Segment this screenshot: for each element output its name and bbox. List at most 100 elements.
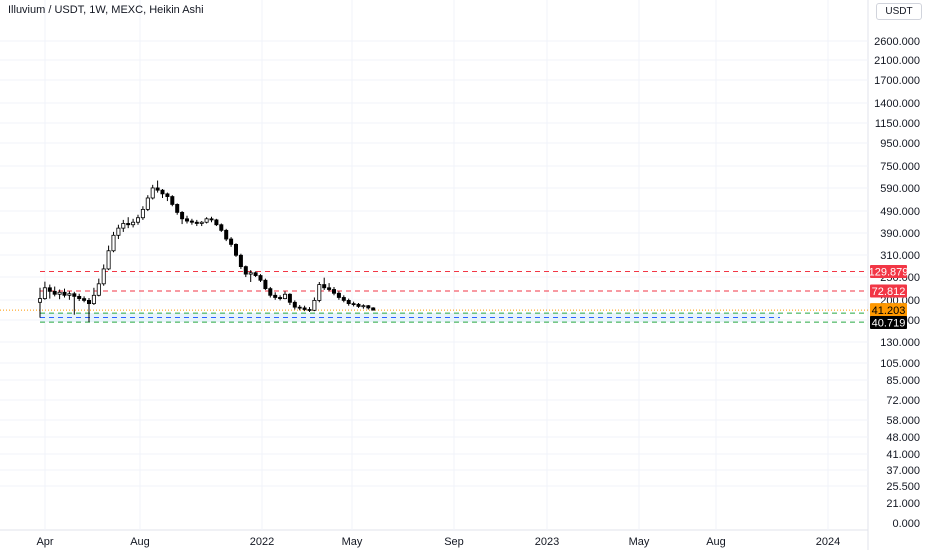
candle-up bbox=[140, 208, 145, 219]
candle-down bbox=[273, 294, 278, 298]
candle-down bbox=[194, 221, 199, 224]
candle-up bbox=[116, 227, 121, 236]
y-tick-label: 105.000 bbox=[880, 358, 920, 370]
candle-down bbox=[170, 196, 175, 205]
candle-up bbox=[312, 300, 317, 311]
candle-up bbox=[101, 268, 106, 285]
candle-up bbox=[361, 305, 366, 308]
y-tick-label: 0.000 bbox=[892, 518, 920, 530]
candle-down bbox=[219, 224, 224, 231]
candle-up bbox=[131, 221, 136, 226]
y-tick-label: 950.000 bbox=[880, 138, 920, 150]
candle-down bbox=[72, 293, 77, 297]
candle-down bbox=[366, 305, 371, 309]
candle-up bbox=[96, 283, 101, 296]
y-tick-label: 130.000 bbox=[880, 337, 920, 349]
x-tick-label: 2023 bbox=[535, 536, 559, 548]
y-tick-label: 1700.000 bbox=[874, 75, 920, 87]
candle-down bbox=[126, 223, 131, 226]
candle-down bbox=[268, 288, 273, 296]
candle-up bbox=[145, 197, 150, 210]
candle-down bbox=[327, 287, 332, 290]
y-tick-label: 41.000 bbox=[886, 449, 920, 461]
candle-down bbox=[175, 204, 180, 213]
candle-down bbox=[307, 309, 312, 311]
candle-up bbox=[38, 298, 43, 303]
x-tick-label: May bbox=[629, 536, 650, 548]
candle-up bbox=[282, 293, 287, 300]
currency-button[interactable]: USDT bbox=[876, 3, 922, 20]
candle-down bbox=[346, 300, 351, 305]
candle-up bbox=[106, 250, 111, 270]
candle-down bbox=[52, 290, 57, 295]
y-tick-label: 58.000 bbox=[886, 415, 920, 427]
y-tick-label: 1400.000 bbox=[874, 98, 920, 110]
candle-down bbox=[155, 187, 160, 191]
resistance-lower-tag bbox=[870, 284, 907, 298]
candle-down bbox=[160, 189, 165, 195]
y-tick-label: 25.500 bbox=[886, 481, 920, 493]
y-tick-label: 2600.000 bbox=[874, 36, 920, 48]
candle-down bbox=[47, 287, 52, 292]
y-tick-label: 590.000 bbox=[880, 183, 920, 195]
candle-down bbox=[253, 272, 258, 276]
candle-down bbox=[82, 298, 87, 301]
candle-down bbox=[292, 301, 297, 308]
candle-down bbox=[189, 220, 194, 223]
resistance-lower-tag-label: 72.812 bbox=[872, 286, 906, 298]
candle-down bbox=[165, 193, 170, 197]
candle-down bbox=[243, 266, 248, 275]
x-tick-label: Apr bbox=[36, 536, 53, 548]
candle-down bbox=[263, 279, 268, 290]
resistance-upper-tag-label: 129.879 bbox=[869, 266, 909, 278]
candle-down bbox=[180, 211, 185, 220]
candle-down bbox=[87, 300, 92, 305]
candle-down bbox=[331, 289, 336, 294]
resistance-upper-tag bbox=[870, 264, 907, 278]
candle-down bbox=[209, 218, 214, 221]
y-tick-label: 750.000 bbox=[880, 161, 920, 173]
candle-up bbox=[248, 272, 253, 275]
candle-down bbox=[233, 243, 238, 256]
y-tick-label: 390.000 bbox=[880, 228, 920, 240]
candle-up bbox=[135, 217, 140, 223]
candle-up bbox=[204, 218, 209, 223]
candle-down bbox=[351, 303, 356, 306]
symbol-title: Illuvium / USDT, 1W, MEXC, Heikin Ashi bbox=[8, 4, 204, 16]
candle-down bbox=[224, 229, 229, 240]
candle-up bbox=[111, 234, 116, 252]
candle-up bbox=[57, 291, 62, 295]
y-tick-label: 85.000 bbox=[886, 375, 920, 387]
candle-up bbox=[150, 187, 155, 199]
candle-up bbox=[67, 293, 72, 296]
x-tick-label: Aug bbox=[706, 536, 726, 548]
candle-down bbox=[238, 254, 243, 268]
y-tick-label: 72.000 bbox=[886, 395, 920, 407]
x-tick-label: 2024 bbox=[816, 536, 840, 548]
x-tick-label: May bbox=[342, 536, 363, 548]
y-tick-label: 1150.000 bbox=[875, 118, 920, 130]
candle-up bbox=[317, 284, 322, 301]
candle-down bbox=[356, 303, 361, 307]
candle-down bbox=[229, 238, 234, 245]
candle-up bbox=[121, 223, 126, 229]
y-tick-label: 490.000 bbox=[880, 206, 920, 218]
x-tick-label: Aug bbox=[130, 536, 150, 548]
candle-down bbox=[297, 306, 302, 309]
candle-down bbox=[341, 297, 346, 301]
y-tick-label: 21.000 bbox=[886, 498, 920, 510]
candle-up bbox=[91, 294, 96, 305]
candle-down bbox=[278, 297, 283, 300]
candle-down bbox=[77, 295, 82, 300]
candle-down bbox=[184, 218, 189, 222]
y-tick-label: 310.000 bbox=[880, 250, 920, 262]
y-tick-label: 2100.000 bbox=[874, 55, 920, 67]
crosshair-price-tag bbox=[870, 316, 907, 330]
candle-up bbox=[199, 221, 204, 224]
candle-down bbox=[287, 293, 292, 303]
candle-down bbox=[302, 307, 307, 310]
candle-down bbox=[336, 292, 341, 298]
candle-down bbox=[371, 307, 376, 311]
